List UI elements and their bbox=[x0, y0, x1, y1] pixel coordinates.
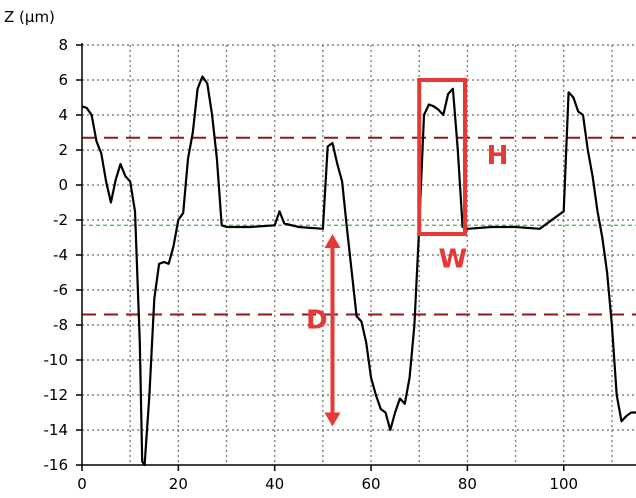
y-tick-label: 4 bbox=[58, 106, 68, 124]
grid-lines bbox=[82, 44, 636, 465]
x-tick-label: 60 bbox=[361, 475, 380, 493]
y-axis-title: Z (µm) bbox=[4, 8, 55, 26]
y-tick-label: 2 bbox=[58, 141, 68, 159]
y-tick-labels: 8 6 4 2 0 -2 -4 -6 -8 -10 -12 -14 -16 bbox=[44, 36, 69, 474]
x-tick-labels: 0 20 40 60 80 100 bbox=[77, 475, 578, 493]
y-tick-label: 0 bbox=[58, 176, 68, 194]
y-tick-label: -8 bbox=[53, 316, 68, 334]
annotation-label-w: W bbox=[438, 244, 467, 274]
depth-arrow-head-top bbox=[324, 234, 341, 248]
depth-arrow-head-bottom bbox=[324, 412, 341, 427]
y-tick-label: -4 bbox=[53, 246, 68, 264]
width-height-box bbox=[417, 78, 467, 236]
annotations: H W D bbox=[306, 78, 509, 427]
y-tick-label: -10 bbox=[44, 351, 69, 369]
annotation-label-d: D bbox=[306, 306, 328, 336]
axes bbox=[76, 43, 636, 471]
y-tick-label: -2 bbox=[53, 211, 68, 229]
y-tick-label: 8 bbox=[58, 36, 68, 54]
y-tick-label: -14 bbox=[44, 421, 69, 439]
y-tick-label: -6 bbox=[53, 281, 68, 299]
x-tick-label: 80 bbox=[458, 475, 477, 493]
x-tick-label: 40 bbox=[265, 475, 284, 493]
reference-lines bbox=[82, 136, 636, 316]
y-tick-label: 6 bbox=[58, 71, 68, 89]
annotation-label-h: H bbox=[487, 141, 509, 171]
x-tick-label: 0 bbox=[77, 475, 87, 493]
x-tick-label: 100 bbox=[549, 475, 578, 493]
profile-series-line bbox=[81, 75, 636, 467]
y-tick-label: -12 bbox=[44, 386, 69, 404]
x-tick-label: 20 bbox=[169, 475, 188, 493]
y-tick-label: -16 bbox=[44, 456, 69, 474]
